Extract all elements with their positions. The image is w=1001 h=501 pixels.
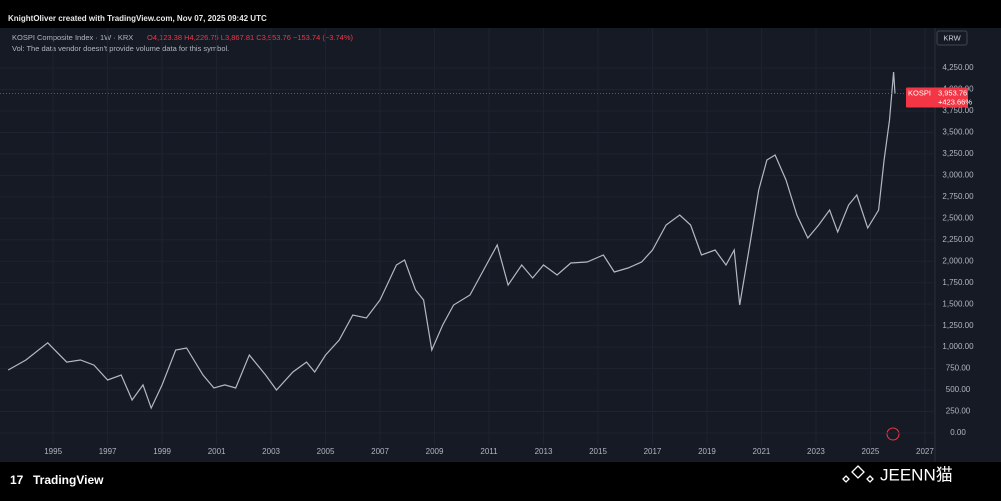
currency-box — [936, 30, 968, 46]
currency: KRW — [943, 33, 961, 42]
price-tag-box — [906, 87, 968, 108]
y-tick-label: 2,750.00 — [942, 192, 974, 201]
y-tick-label: 500.00 — [946, 385, 971, 394]
y-tick-label: 750.00 — [946, 364, 971, 373]
ohlc: O4,123.38 H4,226.75 L3,867.81 C3,953.76 … — [147, 33, 353, 42]
watermark-icon — [842, 465, 874, 483]
price-tag-change: +423.66% — [938, 97, 972, 106]
y-tick-label: 1,250.00 — [942, 321, 974, 330]
x-tick-label: 1999 — [153, 447, 171, 456]
y-tick-label: 3,250.00 — [942, 149, 974, 158]
x-tick-label: 2021 — [753, 447, 771, 456]
x-tick-label: 1997 — [99, 447, 117, 456]
volume-note: Vol: The data vendor doesn't provide vol… — [12, 44, 229, 53]
y-tick-label: 2,250.00 — [942, 235, 974, 244]
x-tick-label: 1995 — [44, 447, 62, 456]
x-tick-label: 2013 — [535, 447, 553, 456]
x-tick-label: 2003 — [262, 447, 280, 456]
x-tick-label: 2007 — [371, 447, 389, 456]
brand-logo: 17 — [10, 473, 24, 487]
y-tick-label: 250.00 — [946, 407, 971, 416]
x-tick-label: 2001 — [208, 447, 226, 456]
y-tick-label: 4,250.00 — [942, 63, 974, 72]
y-tick-label: 3,500.00 — [942, 128, 974, 137]
x-tick-label: 2009 — [426, 447, 444, 456]
x-tick-label: 2015 — [589, 447, 607, 456]
watermark: JEENN猫 — [880, 465, 953, 484]
price-tag-value: 3,953.76 — [938, 88, 967, 97]
plot — [0, 28, 935, 445]
x-tick-label: 2027 — [916, 447, 934, 456]
price-line — [7, 72, 896, 410]
brand: TradingView — [33, 473, 104, 487]
price-tag-symbol: KOSPI — [908, 88, 931, 97]
x-tick-label: 2019 — [698, 447, 716, 456]
y-tick-label: 1,000.00 — [942, 342, 974, 351]
x-tick-label: 2011 — [480, 447, 498, 456]
event-icon — [886, 427, 900, 441]
footer: 17 TradingView JEENN猫 — [10, 465, 953, 487]
x-tick-label: 2017 — [644, 447, 662, 456]
x-tick-label: 2025 — [862, 447, 880, 456]
x-tick-label: 2023 — [807, 447, 825, 456]
y-tick-label: 1,750.00 — [942, 278, 974, 287]
y-tick-label: 3,750.00 — [942, 106, 974, 115]
y-tick-label: 2,500.00 — [942, 213, 974, 222]
y-tick-label: 2,000.00 — [942, 256, 974, 265]
y-tick-label: 3,000.00 — [942, 170, 974, 179]
x-tick-label: 2005 — [317, 447, 335, 456]
y-tick-label: 0.00 — [950, 428, 966, 437]
y-tick-label: 1,500.00 — [942, 299, 974, 308]
symbol-title: KOSPI Composite Index · 1W · KRX — [12, 33, 133, 42]
credit: KnightOliver created with TradingView.co… — [8, 14, 267, 23]
